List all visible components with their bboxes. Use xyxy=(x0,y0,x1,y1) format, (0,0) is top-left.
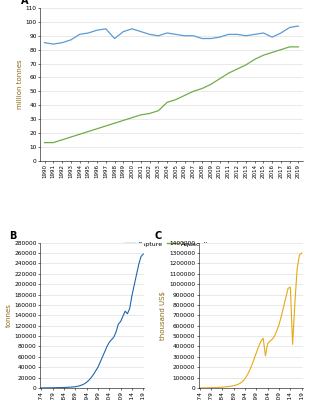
Text: A: A xyxy=(20,0,28,6)
Legend: Capture, Aquaculture: Capture, Aquaculture xyxy=(121,239,222,249)
Y-axis label: tonnes: tonnes xyxy=(6,303,11,327)
Text: C: C xyxy=(155,231,162,241)
Y-axis label: thousand US$: thousand US$ xyxy=(160,291,166,340)
Y-axis label: million tonnes: million tonnes xyxy=(17,60,23,109)
Text: B: B xyxy=(9,231,16,241)
